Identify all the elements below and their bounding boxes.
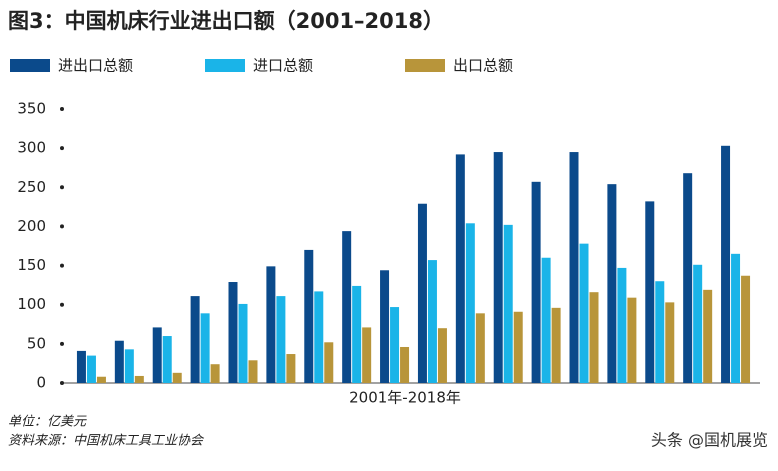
bar	[617, 267, 627, 383]
bar	[238, 303, 248, 383]
y-tick-mark	[60, 341, 64, 346]
bar	[475, 313, 485, 383]
y-tick-mark	[60, 302, 64, 307]
bar	[124, 349, 134, 383]
bar	[390, 307, 400, 383]
bar	[721, 145, 731, 383]
y-tick-mark	[60, 224, 64, 229]
y-tick-mark	[60, 263, 64, 268]
y-tick-label: 150	[17, 256, 46, 274]
bar	[266, 266, 276, 383]
bar	[248, 360, 258, 383]
bar	[400, 346, 410, 383]
bar	[276, 296, 286, 383]
bar	[314, 291, 324, 383]
bar	[352, 285, 362, 383]
bar	[551, 307, 561, 383]
bar	[362, 327, 372, 383]
y-tick-label: 200	[17, 217, 46, 235]
bar	[589, 292, 599, 383]
bar	[162, 336, 172, 383]
bar	[114, 340, 124, 383]
watermark: 头条 @国机展览	[651, 431, 768, 450]
bar	[437, 328, 447, 383]
y-tick-label: 300	[17, 139, 46, 157]
bar	[286, 354, 296, 383]
bar	[86, 355, 96, 383]
bar	[417, 203, 427, 383]
bar	[134, 375, 144, 383]
bar	[607, 184, 617, 383]
legend-swatch	[405, 59, 445, 72]
bar	[569, 152, 579, 383]
bar	[741, 275, 751, 383]
bar	[731, 253, 741, 383]
bar	[172, 372, 182, 383]
bar	[190, 296, 200, 383]
bar	[541, 257, 551, 383]
bar	[228, 282, 238, 383]
bar	[579, 243, 589, 383]
bar	[427, 260, 437, 383]
bar	[683, 173, 693, 383]
bar	[693, 264, 703, 383]
note: 单位：亿美元	[8, 414, 87, 430]
bar	[96, 376, 106, 383]
y-tick-mark	[60, 381, 64, 385]
legend-label: 出口总额	[453, 57, 513, 75]
bar	[503, 224, 513, 383]
bar	[152, 327, 162, 383]
y-tick-label: 0	[36, 374, 46, 392]
y-tick-label: 100	[17, 295, 46, 313]
bar	[665, 302, 675, 383]
bar	[210, 364, 220, 383]
bar	[200, 313, 210, 383]
note: 资料来源：中国机床工具工业协会	[8, 434, 205, 449]
y-tick-label: 350	[17, 100, 46, 118]
chart-title: 图3：中国机床行业进出口额（2001–2018）	[8, 9, 444, 33]
y-tick-label: 250	[17, 178, 46, 196]
y-tick-label: 50	[27, 334, 46, 352]
bar	[342, 231, 352, 383]
x-axis-label: 2001年-2018年	[349, 389, 461, 407]
bar	[513, 311, 523, 383]
legend-swatch	[10, 59, 50, 72]
bar	[531, 181, 541, 383]
bar	[324, 342, 334, 383]
y-tick-mark	[60, 185, 64, 190]
bar	[76, 350, 86, 383]
bar	[465, 223, 475, 383]
legend-label: 进口总额	[253, 57, 313, 75]
legend-swatch	[205, 59, 245, 72]
bar	[380, 270, 390, 383]
bar	[493, 152, 503, 383]
bar	[455, 154, 465, 383]
legend-label: 进出口总额	[58, 57, 133, 75]
bar	[627, 297, 637, 383]
bar	[703, 289, 713, 383]
bar	[304, 249, 314, 383]
y-tick-mark	[60, 146, 64, 151]
y-tick-mark	[60, 107, 64, 111]
bar	[645, 201, 655, 383]
bar	[655, 281, 665, 383]
